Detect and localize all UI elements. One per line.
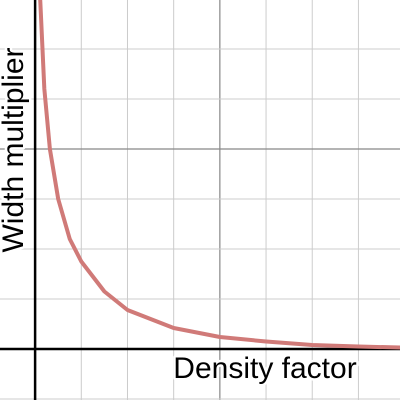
x-axis-title: Density factor (173, 352, 356, 385)
curve (38, 0, 400, 350)
plot (38, 0, 400, 350)
y-axis-title: Width multiplier (0, 47, 30, 252)
